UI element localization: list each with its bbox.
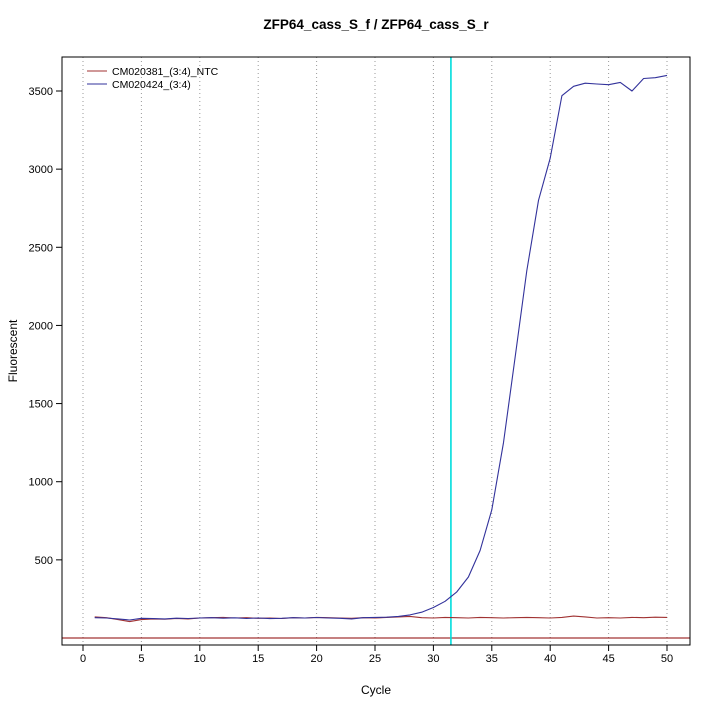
legend-label-sample: CM020424_(3:4) bbox=[112, 79, 191, 91]
y-tick-label: 1500 bbox=[29, 399, 53, 411]
series-line bbox=[94, 74, 668, 621]
y-tick-label: 500 bbox=[35, 555, 53, 567]
y-tick-label: 3500 bbox=[29, 86, 53, 98]
y-tick-label: 2000 bbox=[29, 320, 53, 332]
axes: 0 5 10 15 20 25 30 35 40 45 50 500 1000 1500 2000 2500 3… bbox=[29, 56, 691, 665]
gridlines bbox=[82, 57, 668, 645]
x-tick-label: 10 bbox=[194, 653, 206, 665]
plot-border bbox=[61, 56, 691, 646]
x-tick-label: 5 bbox=[138, 653, 144, 665]
x-tick-label: 45 bbox=[602, 653, 614, 665]
legend-label-ntc: CM020381_(3:4)_NTC bbox=[112, 66, 219, 78]
y-tick-label: 1000 bbox=[29, 477, 53, 489]
y-tick-label: 2500 bbox=[29, 242, 53, 254]
x-tick-label: 0 bbox=[80, 653, 86, 665]
x-tick-label: 15 bbox=[252, 653, 264, 665]
y-tick-label: 3000 bbox=[29, 164, 53, 176]
legend: CM020381_(3:4)_NTC CM020424_(3:4) bbox=[87, 66, 219, 91]
series-layer bbox=[62, 57, 690, 645]
x-tick-label: 40 bbox=[544, 653, 556, 665]
y-axis-title: Fluorescent bbox=[6, 319, 20, 382]
x-tick-label: 20 bbox=[310, 653, 322, 665]
x-tick-label: 25 bbox=[369, 653, 381, 665]
x-tick-label: 35 bbox=[486, 653, 498, 665]
x-axis-title: Cycle bbox=[361, 683, 391, 697]
chart-title: ZFP64_cass_S_f / ZFP64_cass_S_r bbox=[263, 17, 489, 32]
x-tick-label: 30 bbox=[427, 653, 439, 665]
x-tick-label: 50 bbox=[661, 653, 673, 665]
